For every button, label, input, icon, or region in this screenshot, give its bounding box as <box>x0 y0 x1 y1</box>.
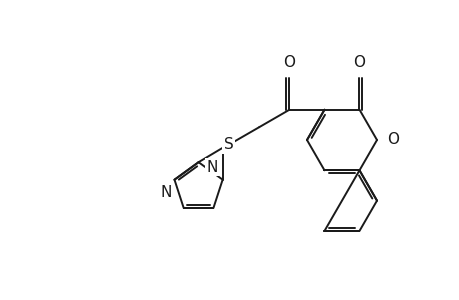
Text: O: O <box>283 55 295 70</box>
Text: S: S <box>224 137 233 152</box>
Text: N: N <box>160 185 171 200</box>
Text: O: O <box>353 55 365 70</box>
Text: O: O <box>386 133 398 148</box>
Text: N: N <box>206 160 217 175</box>
